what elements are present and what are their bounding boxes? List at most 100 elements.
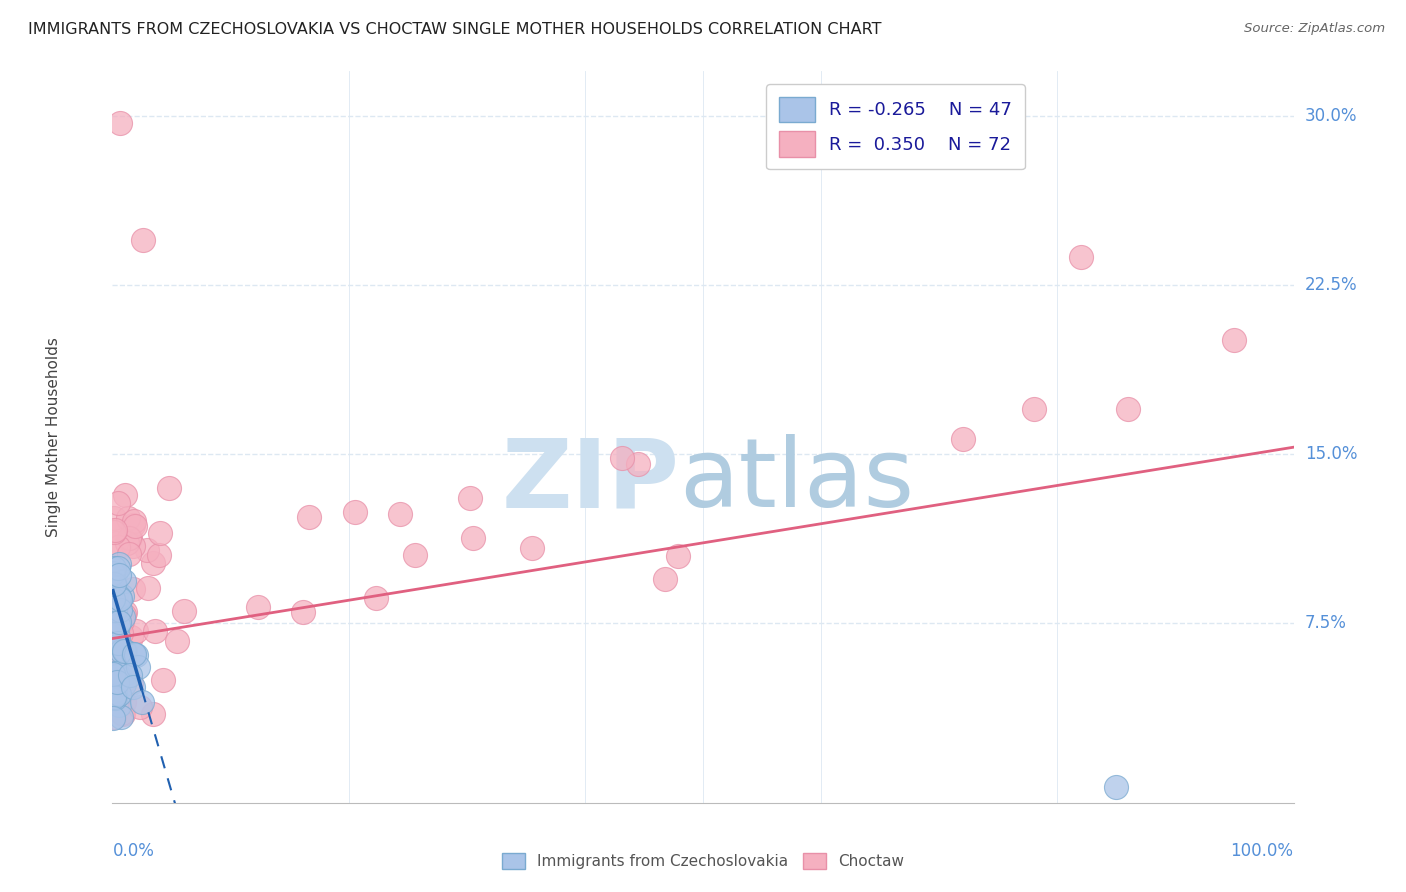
Point [112,610,135,624]
Point [103,709,125,723]
Point [143,624,166,638]
Point [107,496,129,510]
Point [108,590,131,604]
Legend: Immigrants from Czechoslovakia, Choctaw: Immigrants from Czechoslovakia, Choctaw [495,847,911,875]
Point [104,587,127,601]
Point [121,681,143,695]
Point [152,673,174,687]
Point [1022,401,1045,416]
Point [124,624,146,639]
Point [112,651,135,665]
Point [108,615,131,630]
Point [105,536,128,550]
Point [1105,780,1128,794]
Point [627,457,650,471]
Point [135,543,157,558]
Point [114,643,136,657]
Point [247,599,270,614]
Point [112,607,135,622]
Point [104,578,127,592]
Point [120,668,142,682]
Point [138,581,160,595]
Point [142,707,165,722]
Point [654,572,676,586]
Point [105,643,128,657]
Point [107,636,129,650]
Text: 22.5%: 22.5% [1305,277,1357,294]
Point [122,647,145,661]
Point [112,574,135,588]
Point [129,699,152,714]
Point [107,687,129,701]
Point [388,507,411,521]
Point [112,695,135,709]
Point [107,618,129,632]
Text: 100.0%: 100.0% [1230,842,1294,860]
Point [103,523,125,537]
Point [121,648,143,662]
Point [461,531,484,545]
Text: 15.0%: 15.0% [1305,445,1357,463]
Point [103,641,125,656]
Point [1223,333,1246,347]
Point [103,667,125,681]
Point [103,511,125,525]
Point [522,541,544,555]
Point [666,549,689,563]
Point [111,590,134,604]
Point [298,510,321,524]
Point [127,659,149,673]
Point [104,690,127,705]
Point [1070,250,1092,264]
Point [103,661,125,675]
Point [125,648,148,662]
Point [104,653,127,667]
Text: atlas: atlas [679,434,914,527]
Point [121,539,143,553]
Point [149,526,172,541]
Point [108,609,131,624]
Point [112,644,135,658]
Point [101,592,124,607]
Point [107,540,129,554]
Legend: R = -0.265    N = 47, R =  0.350    N = 72: R = -0.265 N = 47, R = 0.350 N = 72 [766,84,1025,169]
Text: 7.5%: 7.5% [1305,614,1347,632]
Point [110,644,132,658]
Point [157,482,180,496]
Point [104,603,127,617]
Point [1116,401,1139,416]
Point [103,627,125,641]
Point [108,116,131,130]
Point [122,517,145,532]
Point [173,604,195,618]
Point [148,548,170,562]
Point [107,557,129,571]
Point [366,591,388,606]
Point [103,566,125,581]
Text: ZIP: ZIP [502,434,679,527]
Text: Source: ZipAtlas.com: Source: ZipAtlas.com [1244,22,1385,36]
Point [117,536,139,550]
Point [111,614,134,628]
Text: 30.0%: 30.0% [1305,107,1357,126]
Point [118,532,141,546]
Point [114,673,136,687]
Point [110,710,132,724]
Point [103,690,125,704]
Point [124,519,146,533]
Point [107,568,129,582]
Point [291,605,314,619]
Point [612,451,634,466]
Point [118,547,141,561]
Point [107,698,129,713]
Point [107,630,129,644]
Point [115,665,138,680]
Point [105,675,128,690]
Text: 0.0%: 0.0% [112,842,155,860]
Point [166,633,188,648]
Point [105,665,128,680]
Point [108,665,131,679]
Point [114,605,136,619]
Point [404,548,426,562]
Point [104,606,127,620]
